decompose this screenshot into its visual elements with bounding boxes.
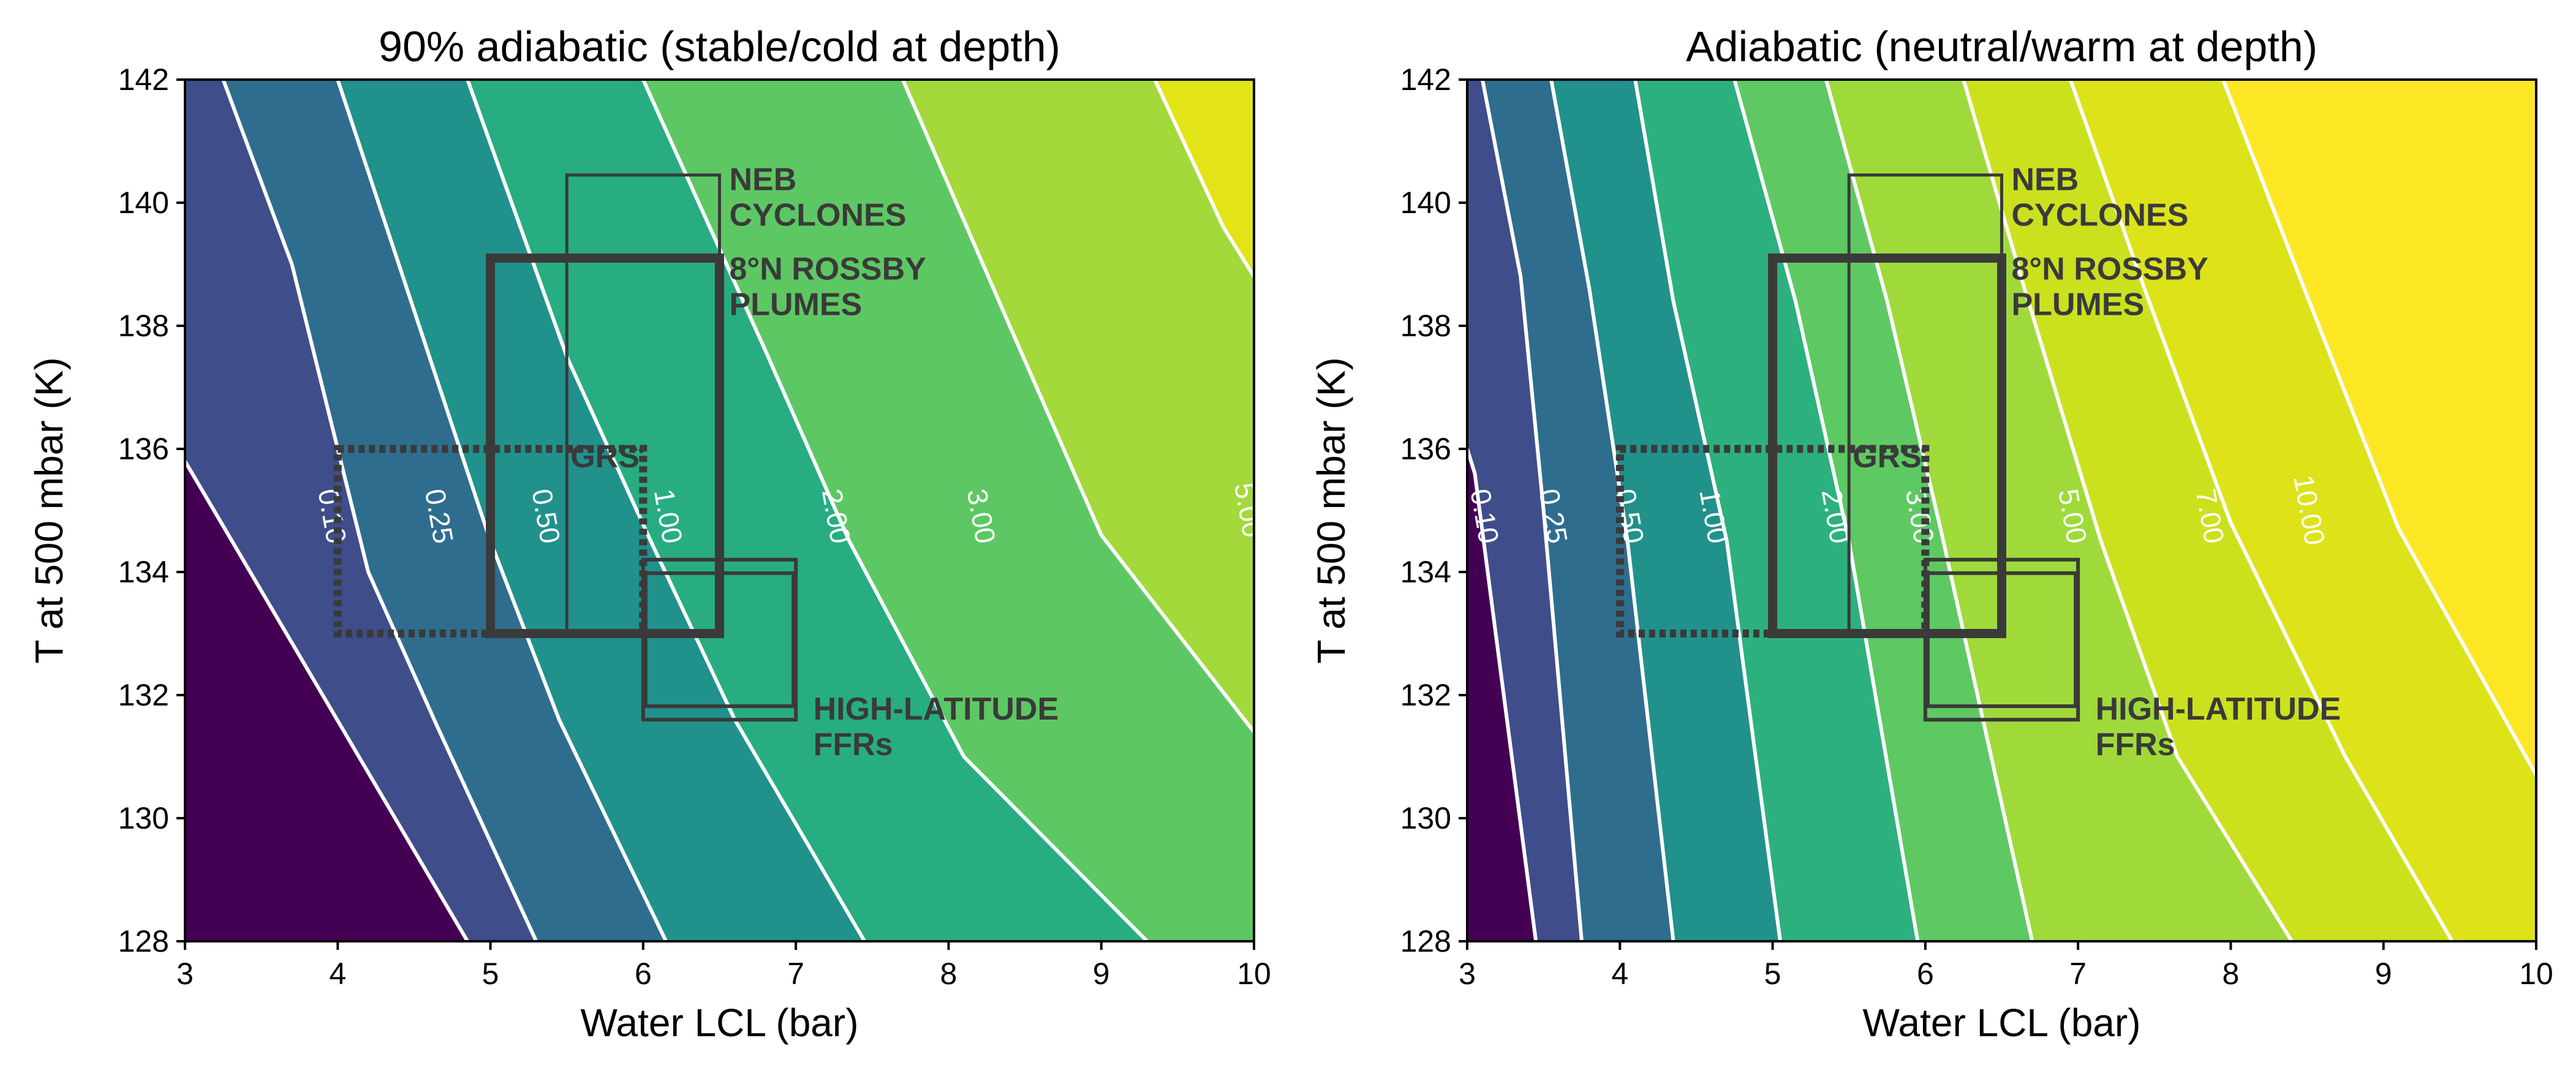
contour-line-5 <box>1153 80 1254 278</box>
y-axis-label: T at 500 mbar (K) <box>1309 357 1353 663</box>
annotation-label: FFRs <box>2096 727 2175 762</box>
x-tick-label: 10 <box>2519 957 2553 991</box>
fill-band-1 <box>185 80 468 941</box>
contour-line-0-5 <box>1549 80 1675 941</box>
x-tick-label: 6 <box>635 957 652 991</box>
x-tick-label: 9 <box>2375 957 2392 991</box>
high-latitude-ffrs-inner-box <box>643 571 796 709</box>
y-tick-label: 130 <box>118 801 169 835</box>
x-tick-label: 7 <box>787 957 804 991</box>
annotation-label: PLUMES <box>2012 287 2145 322</box>
rossby-plumes-box <box>1768 253 2007 638</box>
y-tick-label: 134 <box>1400 555 1451 589</box>
y-tick-label: 132 <box>1400 678 1451 712</box>
annotation-label: PLUMES <box>730 287 863 322</box>
y-tick-label: 140 <box>1400 186 1451 220</box>
annotation-label: GRS <box>1853 439 1922 475</box>
x-tick-label: 3 <box>176 957 194 991</box>
y-tick-label: 130 <box>1400 801 1451 835</box>
annotation-label: CYCLONES <box>730 198 907 233</box>
contour-line-0-25 <box>221 80 538 941</box>
high-latitude-ffrs-inner-box <box>1925 571 2078 709</box>
x-tick-label: 5 <box>482 957 499 991</box>
y-tick-label: 128 <box>1400 924 1451 958</box>
contour-line-2 <box>1732 80 1920 941</box>
x-tick-label: 5 <box>1764 957 1781 991</box>
x-tick-label: 6 <box>1917 957 1934 991</box>
contour-line-0-25 <box>1480 80 1584 941</box>
x-tick-label: 4 <box>1611 957 1628 991</box>
y-tick-label: 140 <box>118 186 169 220</box>
annotation-label: HIGH-LATITUDE <box>2096 691 2341 727</box>
chart-title: 90% adiabatic (stable/cold at depth) <box>379 23 1060 70</box>
contour-line-3 <box>1824 80 2034 941</box>
panel-2: 0.10 0.25 0.50 1.00 2.00 3.00 5.00 7.00 10.00NEB… <box>1309 23 2553 1045</box>
y-tick-label: 138 <box>118 309 169 343</box>
x-axis-label: Water LCL (bar) <box>1862 1001 2140 1045</box>
high-latitude-ffrs-box <box>641 557 798 722</box>
contour-line-5 <box>1962 80 2294 941</box>
high-latitude-ffrs-box <box>1923 557 2080 722</box>
grs-box <box>333 445 648 638</box>
plot-area: 0.10 0.25 0.50 1.00 2.00 3.00 5.00 7.00 10.00 <box>1467 80 2536 941</box>
axes-frame <box>184 78 1255 942</box>
fill-band-1 <box>1467 80 1536 941</box>
x-tick-label: 4 <box>329 957 346 991</box>
chart-title: Adiabatic (neutral/warm at depth) <box>1686 23 2317 70</box>
x-tick-label: 9 <box>1093 957 1110 991</box>
x-tick-label: 10 <box>1237 957 1271 991</box>
contour-line-10 <box>2221 80 2536 777</box>
contour-line-3 <box>901 80 1254 734</box>
contour-line-0-1 <box>185 460 469 941</box>
annotation-label: NEB <box>2012 162 2079 198</box>
y-tick-label: 136 <box>1400 432 1451 466</box>
contour-line-0-1 <box>1467 448 1538 941</box>
rossby-plumes-box <box>486 253 724 638</box>
annotation-label: 8°N ROSSBY <box>2012 251 2208 287</box>
panel-1: 0.10 0.25 0.50 1.00 2.00 3.00 5.00NEBCYCLONES8… <box>27 23 1271 1045</box>
x-tick-label: 3 <box>1459 957 1476 991</box>
x-tick-label: 7 <box>2069 957 2087 991</box>
y-tick-label: 134 <box>118 555 169 589</box>
y-axis-label: T at 500 mbar (K) <box>27 357 71 663</box>
contour-line-1 <box>466 80 866 941</box>
grs-box <box>1615 445 1930 638</box>
y-tick-label: 136 <box>118 432 169 466</box>
y-tick-label: 128 <box>118 924 169 958</box>
contour-line-2 <box>641 80 1149 941</box>
annotation-label: NEB <box>730 162 797 198</box>
annotation-label: CYCLONES <box>2012 198 2189 233</box>
y-tick-label: 132 <box>118 678 169 712</box>
x-tick-label: 8 <box>2223 957 2240 991</box>
y-tick-label: 138 <box>1400 309 1451 343</box>
axes-frame <box>1466 78 2537 942</box>
contour-line-7 <box>2068 80 2454 941</box>
annotation-label: 8°N ROSSBY <box>730 251 926 287</box>
annotation-label: GRS <box>570 439 640 475</box>
x-axis-label: Water LCL (bar) <box>580 1001 858 1045</box>
annotation-label: HIGH-LATITUDE <box>814 691 1059 727</box>
annotation-label: FFRs <box>814 727 893 762</box>
x-tick-label: 8 <box>940 957 958 991</box>
y-tick-label: 142 <box>118 62 169 97</box>
y-tick-label: 142 <box>1400 62 1451 97</box>
contour-line-1 <box>1633 80 1783 941</box>
